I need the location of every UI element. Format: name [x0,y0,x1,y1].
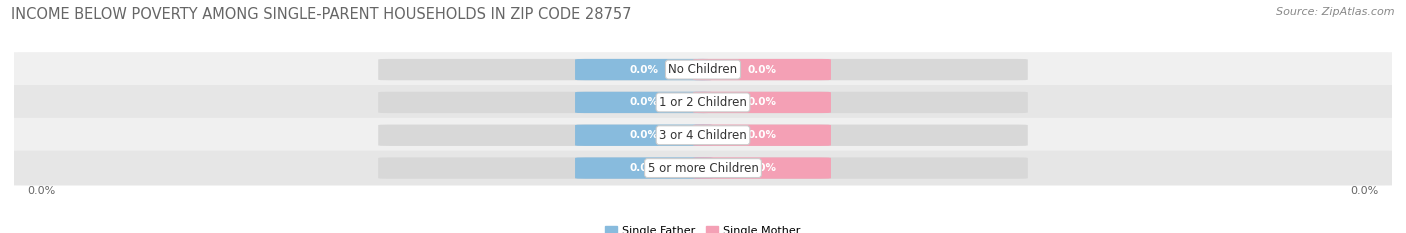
Text: 0.0%: 0.0% [630,65,658,75]
Text: 0.0%: 0.0% [1351,186,1379,196]
Text: 5 or more Children: 5 or more Children [648,161,758,175]
FancyBboxPatch shape [693,59,831,80]
FancyBboxPatch shape [693,92,1028,113]
Text: 0.0%: 0.0% [748,130,776,140]
FancyBboxPatch shape [378,92,713,113]
FancyBboxPatch shape [575,59,713,80]
Text: No Children: No Children [668,63,738,76]
FancyBboxPatch shape [378,158,713,179]
Text: 0.0%: 0.0% [630,97,658,107]
FancyBboxPatch shape [693,125,1028,146]
Legend: Single Father, Single Mother: Single Father, Single Mother [600,221,806,233]
FancyBboxPatch shape [693,158,1028,179]
FancyBboxPatch shape [1,85,1405,120]
Text: 0.0%: 0.0% [748,163,776,173]
Text: 0.0%: 0.0% [748,65,776,75]
FancyBboxPatch shape [575,125,713,146]
FancyBboxPatch shape [693,158,831,179]
FancyBboxPatch shape [1,52,1405,87]
Text: 1 or 2 Children: 1 or 2 Children [659,96,747,109]
Text: 0.0%: 0.0% [630,163,658,173]
Text: INCOME BELOW POVERTY AMONG SINGLE-PARENT HOUSEHOLDS IN ZIP CODE 28757: INCOME BELOW POVERTY AMONG SINGLE-PARENT… [11,7,631,22]
FancyBboxPatch shape [378,59,713,80]
Text: 0.0%: 0.0% [27,186,55,196]
FancyBboxPatch shape [378,125,713,146]
FancyBboxPatch shape [575,92,713,113]
Text: 0.0%: 0.0% [748,97,776,107]
Text: 0.0%: 0.0% [630,130,658,140]
FancyBboxPatch shape [693,92,831,113]
FancyBboxPatch shape [693,59,1028,80]
Text: 3 or 4 Children: 3 or 4 Children [659,129,747,142]
FancyBboxPatch shape [1,118,1405,153]
Text: Source: ZipAtlas.com: Source: ZipAtlas.com [1277,7,1395,17]
FancyBboxPatch shape [693,125,831,146]
FancyBboxPatch shape [575,158,713,179]
FancyBboxPatch shape [1,151,1405,185]
